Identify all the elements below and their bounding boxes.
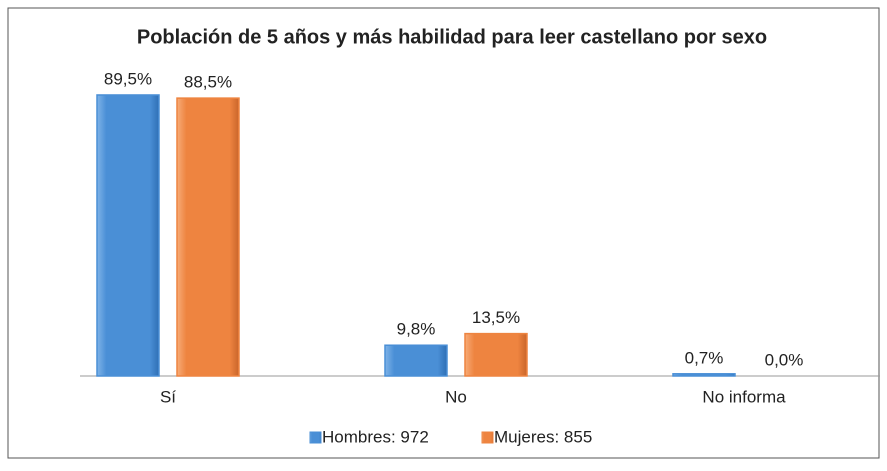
- legend-label: Hombres: 972: [322, 427, 429, 446]
- bar: [384, 344, 448, 377]
- bar: [176, 97, 240, 377]
- value-label: 13,5%: [472, 308, 520, 327]
- chart-title: Población de 5 años y más habilidad para…: [137, 26, 767, 48]
- x-tick-label: No: [445, 387, 467, 406]
- value-label: 89,5%: [104, 69, 152, 88]
- x-tick-label: No informa: [702, 387, 786, 406]
- x-tick-label: Sí: [160, 387, 176, 406]
- bar: [464, 332, 528, 377]
- legend-swatch: [481, 431, 494, 444]
- legend-label: Mujeres: 855: [494, 427, 592, 446]
- bar: [672, 373, 736, 377]
- legend-swatch: [309, 431, 322, 444]
- value-label: 0,7%: [685, 348, 724, 367]
- value-label: 9,8%: [397, 320, 436, 339]
- value-label: 0,0%: [765, 350, 804, 369]
- value-label: 88,5%: [184, 73, 232, 92]
- bar: [96, 94, 160, 377]
